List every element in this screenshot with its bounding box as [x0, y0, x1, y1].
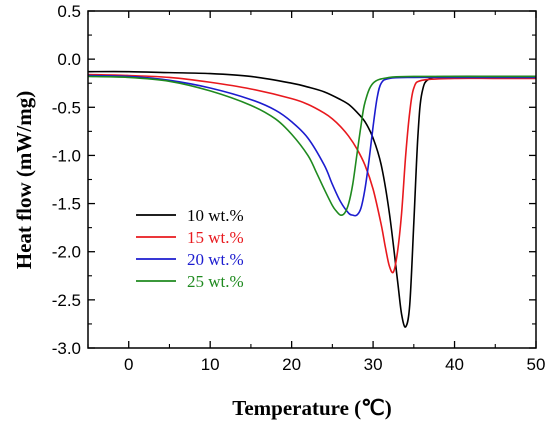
y-tick-label: -2.5: [52, 291, 81, 310]
series-line-3: [88, 74, 536, 217]
x-tick-label: 20: [282, 355, 301, 374]
x-tick-label: 40: [445, 355, 464, 374]
y-tick-label: -0.5: [52, 98, 81, 117]
x-tick-label: 10: [201, 355, 220, 374]
series-layer: [88, 70, 536, 328]
legend-label: 20 wt.%: [187, 250, 244, 269]
plot-frame: [87, 10, 537, 349]
legend: 10 wt.% 15 wt.% 20 wt.% 25 wt.%: [136, 206, 244, 291]
legend-label: 10 wt.%: [187, 206, 244, 225]
series-line-4: [88, 75, 536, 217]
series-line-1: [88, 70, 536, 328]
ticks-layer: [87, 10, 537, 349]
y-tick-label: -1.5: [52, 195, 81, 214]
x-tick-label: 30: [364, 355, 383, 374]
x-tick-label: 0: [124, 355, 133, 374]
y-tick-label: -2.0: [52, 243, 81, 262]
tick-labels-layer: 0 10 20 30 40 50 0.5 0.0 -0.5 -1.0 -1.5 -2.0 -2.5 -3.…: [52, 2, 546, 374]
legend-label: 25 wt.%: [187, 272, 244, 291]
legend-label: 15 wt.%: [187, 228, 244, 247]
x-axis-title: Temperature (℃): [232, 396, 391, 420]
y-tick-label: -1.0: [52, 146, 81, 165]
y-axis-title: Heat flow (mW/mg): [12, 91, 36, 269]
x-tick-label: 50: [527, 355, 546, 374]
series-line-2: [88, 73, 536, 274]
y-tick-label: -3.0: [52, 339, 81, 358]
y-tick-label: 0.5: [57, 2, 81, 21]
y-tick-label: 0.0: [57, 50, 81, 69]
